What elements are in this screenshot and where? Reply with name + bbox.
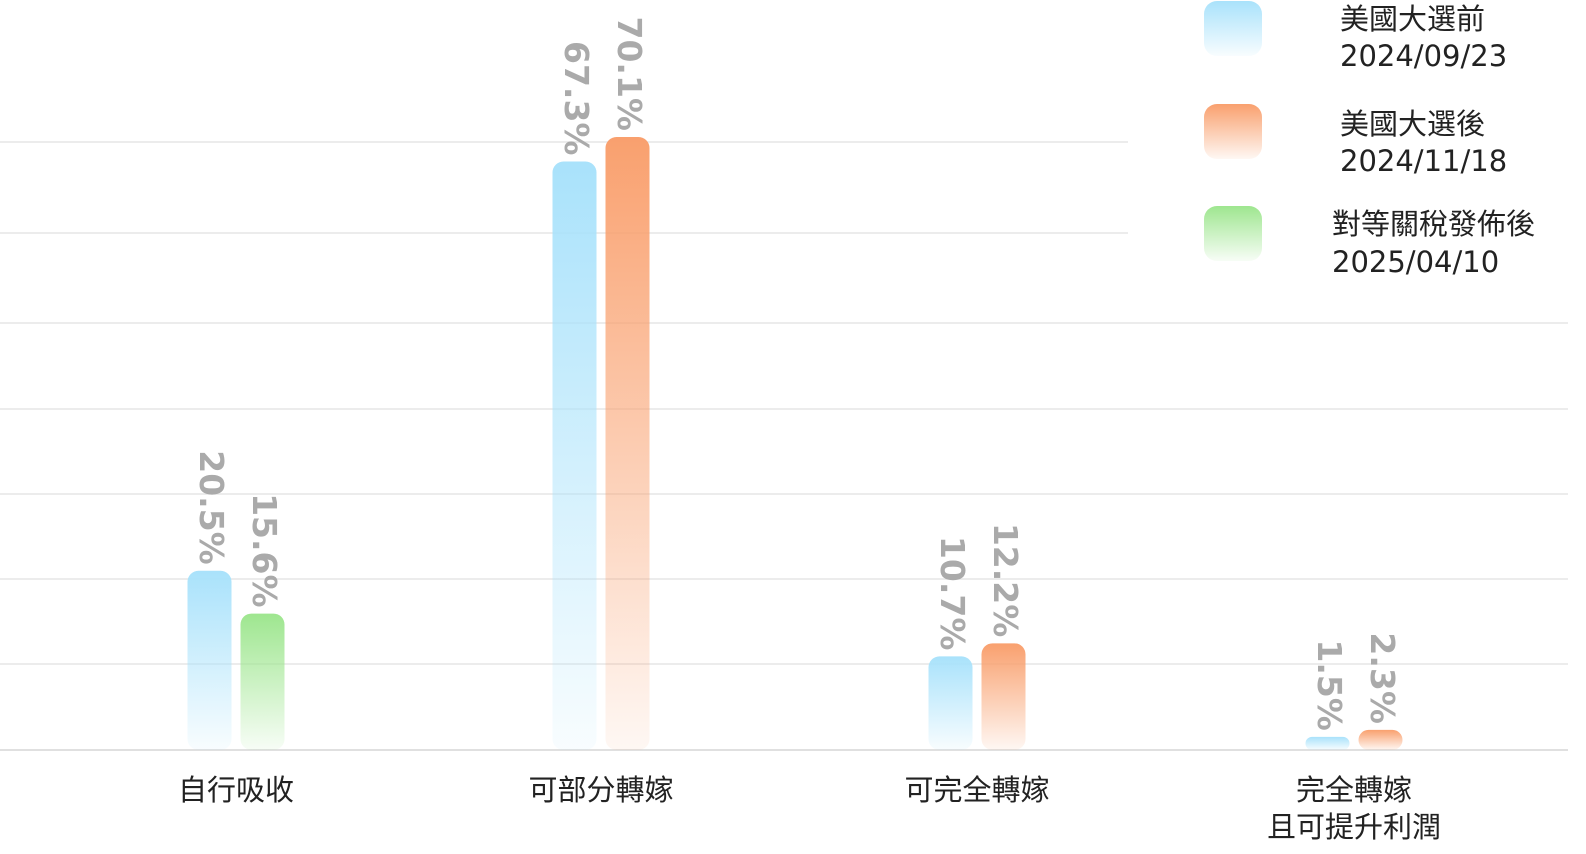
bar-1-1: [605, 137, 650, 750]
category-label: 自行吸收: [178, 773, 294, 807]
legend-swatch: [1204, 206, 1262, 261]
legend-item: 對等關稅發佈後 2025/04/10: [1204, 206, 1535, 279]
legend-swatch: [1204, 104, 1262, 159]
bar-0-0: [187, 570, 232, 750]
legend-label: 美國大選後: [1340, 107, 1485, 141]
legend-date: 2025/04/10: [1332, 245, 1499, 279]
bars: [187, 137, 1403, 751]
value-label: 1.5%: [1310, 639, 1349, 731]
bar-3-0: [1305, 736, 1350, 750]
value-label: 67.3%: [557, 41, 596, 156]
value-label: 12.2%: [986, 523, 1025, 638]
category-label: 可部分轉嫁: [528, 773, 673, 807]
legend-swatch: [1204, 1, 1262, 56]
value-label: 10.7%: [933, 536, 972, 651]
bar-1-0: [552, 161, 597, 751]
legend-date: 2024/11/18: [1340, 144, 1507, 178]
category-label: 且可提升利潤: [1267, 810, 1441, 844]
legend-label: 對等關稅發佈後: [1332, 207, 1535, 241]
legend-label: 美國大選前: [1340, 2, 1485, 36]
value-labels: 20.5% 15.6% 67.3% 70.1% 10.7% 12.2% 1.5% 2.3%: [192, 17, 1402, 731]
value-label: 2.3%: [1363, 632, 1402, 724]
bar-2-1: [981, 643, 1026, 750]
bar-0-2: [240, 613, 285, 750]
value-label: 20.5%: [192, 450, 231, 565]
value-label: 15.6%: [245, 493, 284, 608]
bar-3-1: [1358, 729, 1403, 750]
bar-2-0: [928, 656, 973, 750]
legend-date: 2024/09/23: [1340, 39, 1507, 73]
category-label: 可完全轉嫁: [904, 773, 1049, 807]
value-label: 70.1%: [610, 17, 649, 132]
category-label: 完全轉嫁: [1296, 773, 1412, 807]
